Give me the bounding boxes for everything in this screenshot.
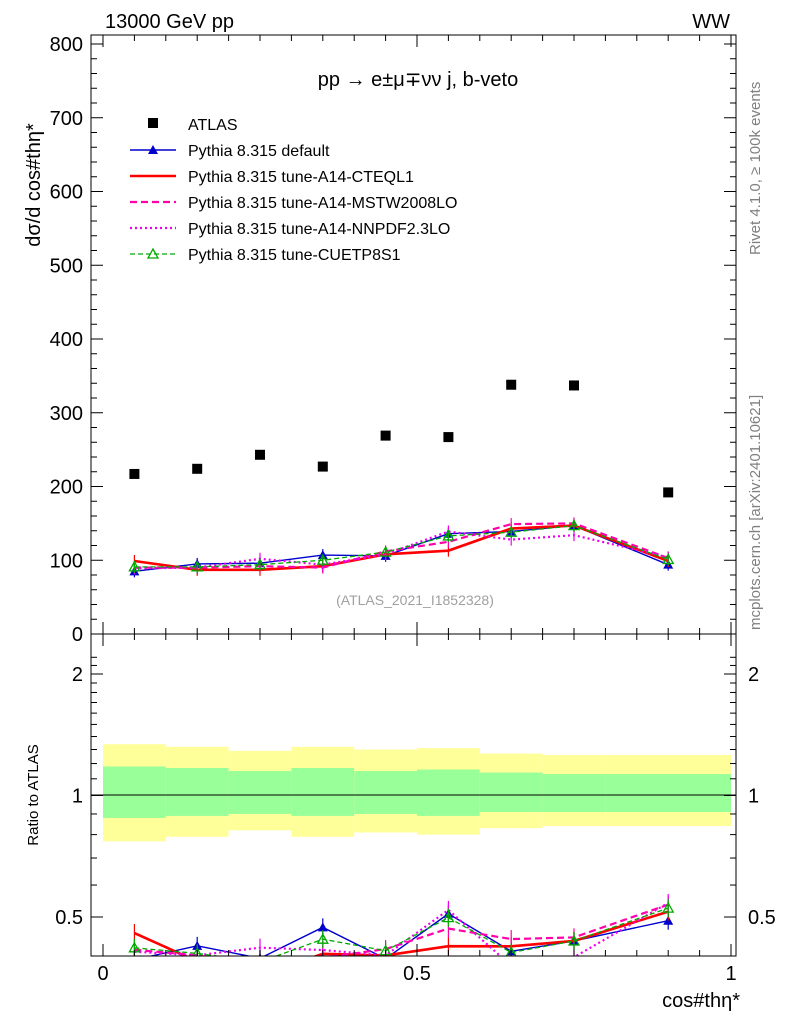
y-tick-label: 300	[50, 403, 83, 425]
axis-ticks: 0 100 200 300 400 500 600 700 800 0.5 0.5 1 1 2 2 0 0.5 1	[50, 34, 776, 985]
band-inner	[354, 771, 417, 814]
mcplots-label: mcplots.cern.ch [arXiv:2401.10621]	[747, 395, 764, 630]
ratio-tick-label-right: 0.5	[748, 907, 776, 929]
y-tick-label: 400	[50, 329, 83, 351]
y-tick-label: 500	[50, 255, 83, 277]
ratio-series	[128, 893, 675, 956]
x-axis-label: cos#thη*	[662, 990, 740, 1012]
legend-label: Pythia 8.315 tune-CUETP8S1	[188, 247, 401, 264]
series-point	[316, 553, 329, 565]
x-tick-label: 0	[97, 963, 108, 985]
band-inner	[479, 772, 543, 813]
y-tick-label: 0	[72, 624, 83, 646]
ratio-tick-label: 1	[72, 786, 83, 808]
legend-marker	[146, 247, 160, 259]
legend-label: Pythia 8.315 default	[188, 143, 330, 160]
legend-label-data: ATLAS	[188, 117, 238, 134]
band-inner	[605, 774, 731, 813]
legend-label: Pythia 8.315 tune-A14-MSTW2008LO	[188, 195, 457, 212]
data-point	[663, 487, 674, 498]
series-point	[662, 553, 675, 565]
ratio-point	[259, 955, 261, 956]
series-point	[567, 519, 581, 531]
y-tick-label: 200	[50, 477, 83, 499]
data-point	[317, 461, 328, 472]
y-tick-label: 600	[50, 182, 83, 204]
ratio-point	[442, 911, 455, 923]
ratio-point	[662, 901, 675, 913]
ratio-point	[505, 946, 517, 956]
rivet-label: Rivet 4.1.0, ≥ 100k events	[747, 82, 764, 255]
y-tick-label: 100	[50, 550, 83, 572]
series-point	[442, 529, 455, 541]
ratio-tick-label: 0.5	[55, 907, 83, 929]
band-inner	[417, 769, 480, 816]
band-inner	[291, 767, 355, 816]
legend: ATLAS Pythia 8.315 default Pythia 8.315 tu…	[130, 117, 457, 264]
ratio-tick-label: 2	[72, 664, 83, 686]
y-tick-label: 700	[50, 108, 83, 130]
series-point	[379, 545, 392, 557]
y-tick-label: 800	[50, 34, 83, 56]
legend-label: Pythia 8.315 tune-A14-CTEQL1	[188, 169, 414, 186]
data-point	[506, 379, 517, 390]
series-line	[134, 530, 669, 570]
data-point	[443, 432, 454, 443]
energy-label: 13000 GeV pp	[105, 11, 234, 33]
ratio-point	[316, 932, 329, 944]
data-point	[129, 468, 140, 479]
ratio-bands	[103, 744, 731, 842]
ratio-tick-label-right: 1	[748, 786, 759, 808]
band-inner	[228, 771, 292, 814]
x-tick-label: 1	[725, 963, 736, 985]
ratio-point	[317, 922, 328, 932]
series-point	[505, 525, 518, 537]
legend-marker	[148, 145, 158, 154]
ratio-point	[192, 947, 203, 956]
data-points	[129, 379, 674, 498]
band-inner	[103, 766, 166, 818]
x-tick-label: 0.5	[403, 963, 431, 985]
band-inner	[165, 767, 229, 816]
ratio-point	[567, 934, 581, 946]
series-point	[128, 560, 141, 572]
y-axis-label: dσ/d cos#thη*	[23, 123, 45, 247]
data-point	[192, 463, 203, 474]
legend-label: Pythia 8.315 tune-A14-NNPDF2.3LO	[188, 221, 450, 238]
chart-title: pp → e±μ∓νν j, b-veto	[318, 69, 518, 91]
analysis-tag: (ATLAS_2021_I1852328)	[336, 592, 494, 608]
ratio-axis-label: Ratio to ATLAS	[25, 744, 42, 845]
data-point	[255, 449, 265, 460]
series-point	[191, 560, 204, 572]
series-point	[253, 558, 267, 570]
data-point	[569, 380, 579, 391]
main-series	[128, 517, 675, 578]
legend-marker-data	[148, 118, 158, 128]
band-inner	[542, 774, 606, 813]
process-tag: WW	[692, 11, 730, 33]
data-point	[380, 430, 391, 441]
ratio-tick-label-right: 2	[748, 664, 759, 686]
